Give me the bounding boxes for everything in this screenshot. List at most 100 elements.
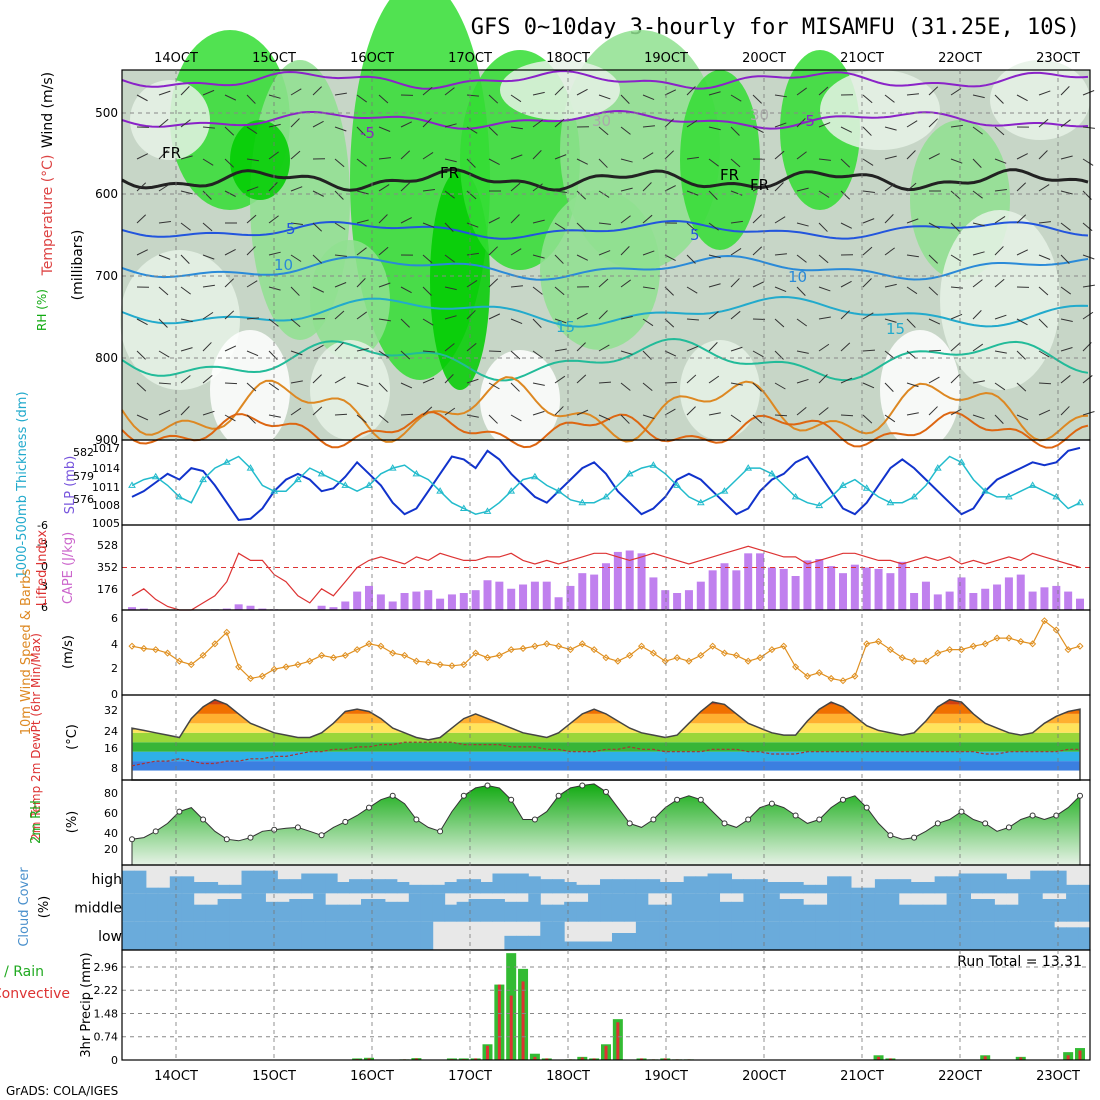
wind-barb bbox=[598, 414, 611, 421]
wind-barb bbox=[708, 126, 721, 131]
wind-barb bbox=[246, 158, 259, 162]
precip-convective-bar bbox=[367, 1058, 371, 1060]
wind10m-panel bbox=[128, 617, 1084, 685]
cloud-low-cell bbox=[181, 921, 195, 950]
wind-barb bbox=[422, 350, 435, 353]
wind-barb bbox=[466, 342, 477, 352]
cloud-units: (%) bbox=[37, 896, 52, 919]
cloud-high-cell bbox=[1066, 884, 1079, 894]
wind-barb bbox=[268, 215, 279, 224]
cape-bar bbox=[578, 573, 587, 610]
cape-bar bbox=[708, 570, 717, 610]
wind-barb bbox=[664, 318, 675, 328]
wind-barb bbox=[224, 94, 237, 101]
wind-speed-point bbox=[353, 646, 361, 654]
wind-speed-point bbox=[922, 657, 930, 665]
wind-barb bbox=[1038, 318, 1048, 328]
rh-shade-10 bbox=[310, 240, 390, 360]
wind-barb bbox=[972, 222, 985, 227]
cape-bar bbox=[507, 588, 516, 610]
li-ytick: 6 bbox=[41, 601, 48, 614]
cape-bar bbox=[519, 584, 528, 610]
wind-barb bbox=[532, 318, 542, 328]
wind-barb bbox=[818, 407, 829, 416]
cloud-high-cell bbox=[862, 887, 876, 894]
wind-speed-point bbox=[306, 657, 314, 665]
wind-barb bbox=[708, 412, 721, 416]
wind-barb bbox=[290, 254, 302, 262]
cloud-high-cell bbox=[623, 879, 637, 894]
wind-speed-point bbox=[175, 657, 183, 665]
wind-barb bbox=[862, 414, 873, 424]
wind-barb bbox=[400, 382, 413, 389]
wind-barb bbox=[598, 344, 610, 352]
wind-barb bbox=[532, 119, 543, 128]
cape-bar bbox=[139, 608, 148, 610]
wind-barb bbox=[906, 254, 919, 258]
thickness-point bbox=[815, 501, 824, 509]
cloud-high-cell bbox=[492, 873, 505, 894]
wind-speed-point bbox=[246, 674, 255, 682]
wind-barb bbox=[532, 91, 545, 96]
wind-barb bbox=[906, 93, 919, 96]
rh2m-point bbox=[1005, 824, 1012, 831]
wind-barb bbox=[1082, 375, 1093, 384]
cape-bar bbox=[779, 568, 788, 610]
wind-barb bbox=[400, 150, 411, 160]
wind-barb bbox=[730, 278, 740, 288]
rh-shade-16 bbox=[680, 340, 760, 440]
wind-speed-point bbox=[827, 674, 835, 682]
rh2m-point bbox=[389, 792, 396, 799]
wind-barb bbox=[840, 222, 852, 229]
wind-barb bbox=[620, 350, 633, 355]
wind-barb bbox=[950, 87, 962, 96]
cloud-high-cell bbox=[611, 879, 625, 894]
cloud-middle-cell bbox=[1078, 893, 1091, 922]
cloud-high-cell bbox=[827, 876, 840, 894]
cloud-low-cell bbox=[337, 921, 350, 950]
wind-barb bbox=[1060, 406, 1070, 416]
wind-barb bbox=[334, 376, 346, 384]
wind-barb bbox=[466, 279, 478, 288]
wind-barb bbox=[642, 182, 652, 192]
rh2m-point bbox=[1077, 792, 1083, 799]
precip-convective-bar bbox=[663, 1058, 667, 1060]
wind-speed-point bbox=[282, 663, 290, 671]
wind-barb bbox=[158, 318, 168, 328]
wind-barb bbox=[972, 380, 985, 384]
bottom-time-tick: 16OCT bbox=[350, 1069, 394, 1084]
cloud-low-cell bbox=[313, 921, 326, 950]
wind-barb bbox=[510, 214, 520, 224]
wind-barb bbox=[202, 410, 215, 416]
wind-barb bbox=[664, 118, 675, 128]
wind-barb bbox=[928, 406, 938, 416]
thickness-point bbox=[531, 472, 539, 480]
cloud-high-cell bbox=[1006, 879, 1019, 894]
wind-barb bbox=[1016, 182, 1027, 192]
rh2m-point bbox=[982, 820, 989, 827]
rh2m-point bbox=[721, 820, 728, 827]
wind-barb bbox=[1082, 90, 1095, 96]
thickness-point bbox=[459, 504, 468, 511]
precip-convective-bar bbox=[414, 1058, 418, 1060]
precip-ytick: 0 bbox=[111, 1054, 118, 1067]
cape-bar bbox=[246, 605, 255, 610]
wind-barb bbox=[444, 254, 455, 263]
wind-barb bbox=[1082, 254, 1095, 260]
cloud-low-cell bbox=[122, 921, 135, 950]
wind-barb bbox=[752, 382, 762, 392]
wind-barb bbox=[928, 222, 940, 229]
wind-barb bbox=[1060, 155, 1073, 160]
cape-bar bbox=[258, 608, 267, 610]
wind-barb bbox=[774, 122, 787, 128]
precip-convective-bar bbox=[983, 1056, 987, 1060]
cape-ytick: 528 bbox=[97, 539, 118, 552]
wind-barb bbox=[444, 190, 455, 199]
cape-bar bbox=[921, 581, 930, 610]
cloud-middle-cell bbox=[133, 893, 147, 922]
wind-speed-point bbox=[803, 672, 811, 680]
wind-barb bbox=[994, 414, 1004, 424]
wind-barb bbox=[290, 222, 303, 226]
cloud-low-cell bbox=[611, 933, 625, 950]
rh2m-point bbox=[1053, 812, 1060, 819]
